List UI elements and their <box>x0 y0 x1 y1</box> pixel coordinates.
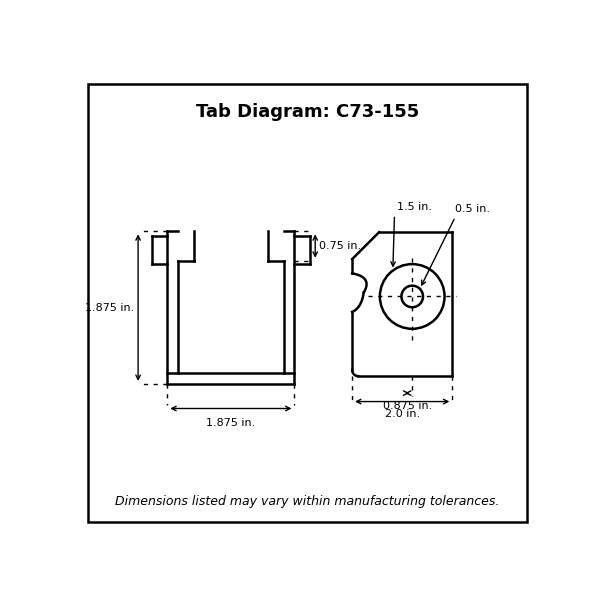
Text: 1.5 in.: 1.5 in. <box>397 202 432 212</box>
Text: Dimensions listed may vary within manufacturing tolerances.: Dimensions listed may vary within manufa… <box>115 495 500 508</box>
Text: 0.75 in.: 0.75 in. <box>319 241 361 251</box>
Text: 1.875 in.: 1.875 in. <box>206 418 256 428</box>
Text: 0.875 in.: 0.875 in. <box>383 401 432 411</box>
Text: 0.5 in.: 0.5 in. <box>455 203 490 214</box>
Text: 2.0 in.: 2.0 in. <box>385 409 420 419</box>
Text: Tab Diagram: C73-155: Tab Diagram: C73-155 <box>196 103 419 121</box>
Text: 1.875 in.: 1.875 in. <box>85 302 134 313</box>
